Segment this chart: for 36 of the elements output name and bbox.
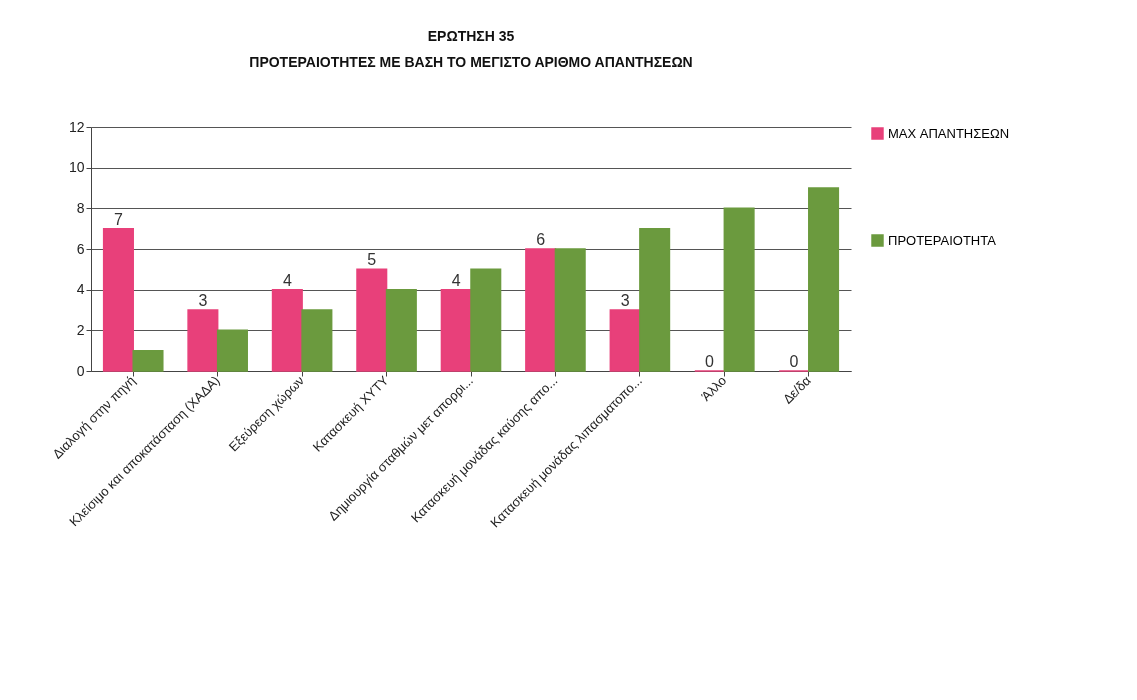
bar xyxy=(525,248,557,372)
y-tick-label: 8 xyxy=(76,199,85,216)
data-label: 6 xyxy=(536,231,546,248)
legend-label: MAX ΑΠΑΝΤΗΣΕΩΝ xyxy=(888,125,1010,141)
bar xyxy=(132,349,164,372)
bar xyxy=(385,288,417,372)
bar xyxy=(554,248,586,372)
bar xyxy=(440,288,472,372)
chart-subtitle: ΠΡΟΤΕΡΑΙΟΤΗΤΕΣ ΜΕ ΒΑΣΗ ΤΟ ΜΕΓΙΣΤΟ ΑΡΙΘΜΟ ΑΠΑΝΤΗΣΕΩΝ xyxy=(249,54,693,70)
data-label: 4 xyxy=(282,271,292,289)
data-label: 0 xyxy=(789,353,799,370)
data-label: 5 xyxy=(367,251,377,269)
bar xyxy=(609,309,641,372)
y-tick-label: 4 xyxy=(76,281,85,298)
y-tick-label: 0 xyxy=(76,362,85,379)
y-tick-label: 2 xyxy=(76,321,85,338)
chart-title: ΕΡΩΤΗΣΗ 35 xyxy=(427,28,515,44)
data-label: 0 xyxy=(705,353,715,370)
y-tick-label: 10 xyxy=(68,159,85,176)
bar xyxy=(470,268,502,372)
data-label: 3 xyxy=(620,292,630,309)
bar xyxy=(102,227,134,372)
bar xyxy=(808,187,840,372)
bar xyxy=(639,227,671,372)
bar xyxy=(216,329,248,372)
bar xyxy=(271,288,303,372)
data-label: 4 xyxy=(451,271,461,289)
data-label: 7 xyxy=(113,210,123,228)
y-tick-label: 12 xyxy=(68,118,85,135)
bar xyxy=(187,309,219,372)
bar xyxy=(356,268,388,372)
bar xyxy=(301,309,333,372)
legend-label: ΠΡΟΤΕΡΑΙΟΤΗΤΑ xyxy=(888,232,997,248)
data-label: 3 xyxy=(198,292,208,309)
y-tick-label: 6 xyxy=(76,240,85,257)
bar xyxy=(723,207,755,372)
